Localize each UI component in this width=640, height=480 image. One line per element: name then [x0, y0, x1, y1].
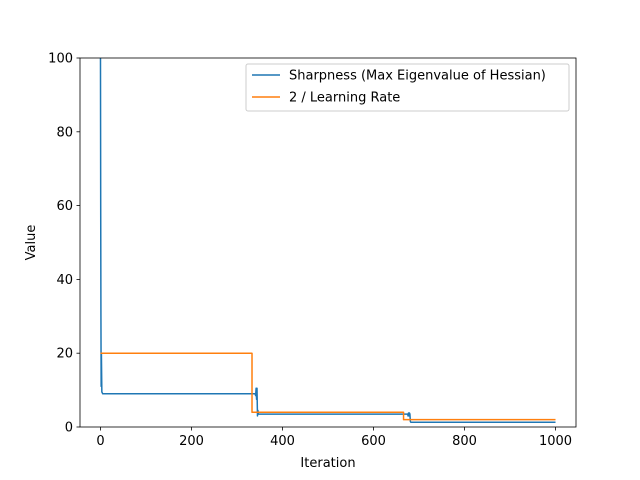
axes: 0 200 400 600 800 1000 0 20 40 60 80 100	[48, 52, 577, 449]
series-line-2	[100, 352, 556, 421]
legend-label-1: Sharpness (Max Eigenvalue of Hessian)	[289, 69, 546, 84]
y-axis-label: Value	[24, 225, 39, 261]
y-tick-label: 80	[56, 125, 73, 140]
plot-frame	[79, 57, 577, 428]
y-tick-label: 0	[65, 421, 73, 436]
x-tick-label: 600	[361, 434, 386, 449]
x-tick-label: 0	[96, 434, 104, 449]
x-tick-label: 200	[179, 434, 204, 449]
x-tick-label: 400	[270, 434, 295, 449]
x-tick-label: 800	[452, 434, 477, 449]
legend-label-2: 2 / Learning Rate	[289, 91, 400, 106]
y-tick-label: 60	[56, 199, 73, 214]
x-axis-label: Iteration	[300, 456, 355, 471]
series-line-1	[99, 58, 556, 423]
plot-background	[80, 58, 576, 427]
legend-box	[245, 63, 570, 112]
x-tick-label: 1000	[539, 434, 572, 449]
legend: Sharpness (Max Eigenvalue of Hessian) 2 /…	[245, 63, 570, 112]
y-tick-label: 20	[56, 347, 73, 362]
series-layer	[99, 58, 556, 423]
y-tick-label: 40	[56, 273, 73, 288]
y-tick-label: 100	[48, 52, 73, 67]
